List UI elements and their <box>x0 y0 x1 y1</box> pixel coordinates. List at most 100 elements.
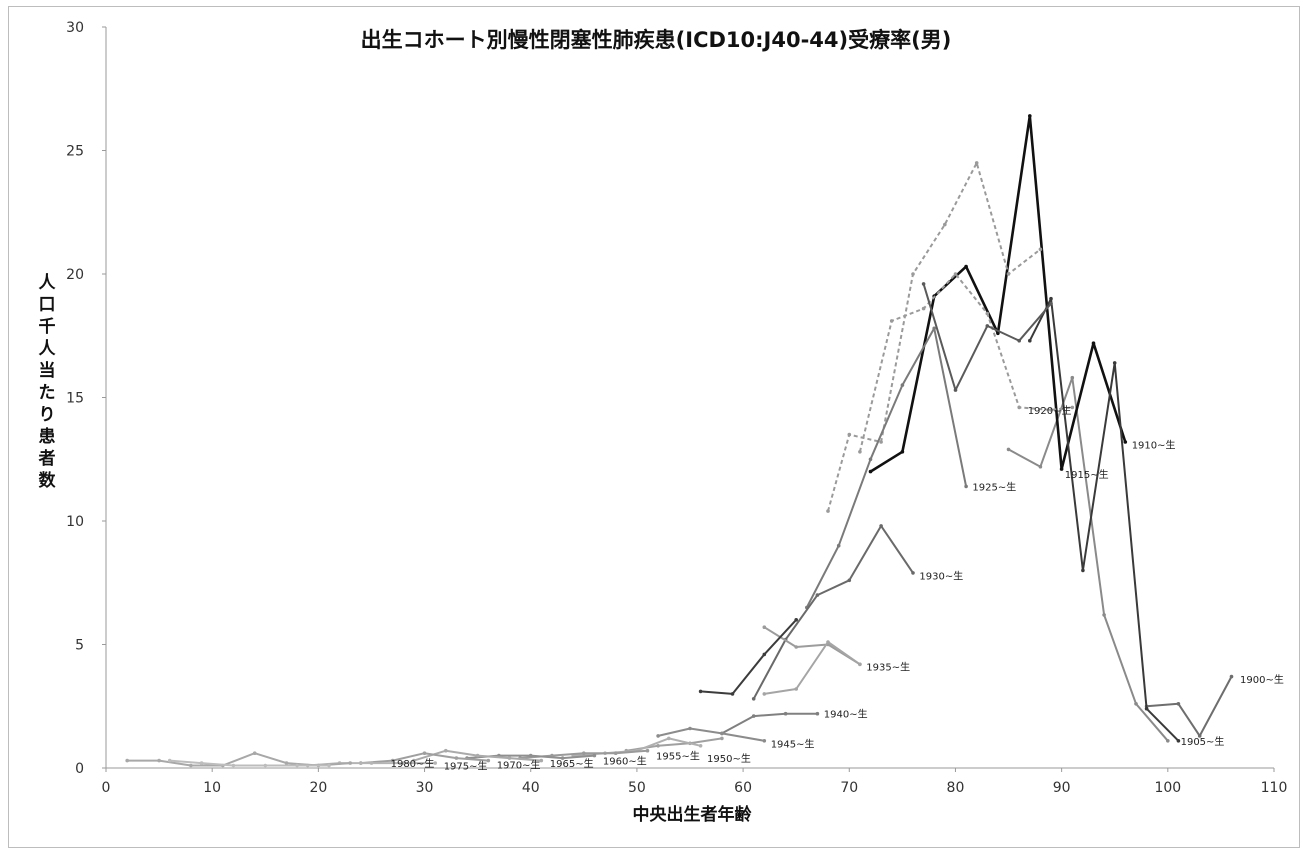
y-tick-label: 25 <box>66 144 84 160</box>
series-line <box>169 759 329 767</box>
data-point <box>868 469 873 474</box>
x-tick-label: 20 <box>309 780 327 796</box>
data-point <box>815 711 820 716</box>
data-point <box>1176 702 1181 706</box>
series-label: 1965~生 <box>550 757 594 770</box>
data-point <box>953 388 958 392</box>
data-point <box>879 440 883 444</box>
series-layer <box>125 114 1234 768</box>
data-point <box>1123 440 1128 444</box>
data-point <box>1102 613 1106 617</box>
data-point <box>348 761 353 765</box>
data-point <box>868 457 873 462</box>
series-1940-b- <box>698 618 798 696</box>
data-point <box>858 662 862 667</box>
series-label: 1980~生 <box>391 757 435 770</box>
data-point <box>1028 114 1032 118</box>
data-point <box>783 711 788 716</box>
series-1905- <box>1006 375 1170 743</box>
data-point <box>1017 405 1021 410</box>
x-tick-label: 100 <box>1154 780 1181 796</box>
series-1910- <box>868 114 1128 474</box>
x-tick-label: 50 <box>628 780 646 796</box>
data-point <box>1059 467 1064 471</box>
data-point <box>762 692 767 696</box>
data-point <box>698 689 703 694</box>
data-point <box>433 761 438 765</box>
series-1925-b- <box>921 282 1053 392</box>
series-line <box>721 712 818 735</box>
data-point <box>879 524 883 528</box>
data-point <box>932 326 936 331</box>
series-label: 1945~生 <box>771 737 815 750</box>
data-point <box>475 753 480 758</box>
data-point <box>985 324 990 328</box>
series-label: 1935~生 <box>866 661 910 674</box>
data-point <box>751 697 756 701</box>
series-line <box>858 273 1073 453</box>
data-point <box>889 319 894 323</box>
data-point <box>284 761 289 765</box>
x-tick-label: 40 <box>522 780 540 796</box>
series-1990- <box>167 758 331 768</box>
x-tick-label: 60 <box>734 780 752 796</box>
data-point <box>252 751 257 755</box>
data-point <box>826 640 830 644</box>
x-tick-label: 0 <box>102 780 111 796</box>
y-tick-label: 15 <box>66 391 84 407</box>
x-tick-label: 90 <box>1053 780 1071 796</box>
x-tick-label: 110 <box>1261 780 1288 796</box>
data-point <box>656 734 660 738</box>
series-1935-b- <box>762 640 862 696</box>
data-point <box>964 484 968 489</box>
data-point <box>667 736 671 741</box>
series-line <box>657 727 765 742</box>
series-1920-b- <box>826 161 1043 513</box>
data-point <box>698 744 703 748</box>
data-point <box>199 761 204 765</box>
x-axis-label: 中央出生者年齢 <box>633 804 753 825</box>
series-labels: 1900~生 1905~生 1910~生 1915~生 1920~生 1925~生 1930… <box>391 404 1284 773</box>
data-point <box>953 272 958 276</box>
data-point <box>911 571 915 575</box>
series-label: 1950~生 <box>707 752 751 765</box>
x-tick-label: 10 <box>203 780 221 796</box>
series-label: 1940~生 <box>824 708 868 721</box>
data-point <box>486 758 491 763</box>
data-point <box>327 763 331 768</box>
data-point <box>847 432 852 437</box>
data-point <box>720 731 724 736</box>
data-point <box>751 714 756 718</box>
data-point <box>921 282 926 286</box>
series-1915- <box>1028 296 1181 743</box>
data-point <box>412 758 416 763</box>
data-point <box>921 306 926 311</box>
data-point <box>507 756 512 760</box>
data-point <box>900 383 905 387</box>
series-label: 1900~生 <box>1240 673 1284 686</box>
data-point <box>539 758 544 763</box>
data-point <box>762 652 767 657</box>
series-label: 1915~生 <box>1065 468 1109 481</box>
data-point <box>1049 301 1053 306</box>
x-tick-label: 70 <box>840 780 858 796</box>
data-point <box>582 751 586 755</box>
data-point <box>762 625 767 629</box>
data-point <box>836 543 841 548</box>
data-point <box>1176 739 1181 743</box>
data-point <box>964 264 968 269</box>
chart-title: 出生コホート別慢性閉塞性肺疾患(ICD10:J40-44)受療率(男) <box>361 28 952 52</box>
data-point <box>422 751 427 755</box>
x-tick-label: 80 <box>947 780 965 796</box>
series-line <box>764 641 861 695</box>
series-label: 1970~生 <box>497 758 541 771</box>
y-tick-label: 10 <box>66 514 84 530</box>
data-point <box>996 331 1000 336</box>
data-point <box>688 726 692 731</box>
data-point <box>295 763 299 768</box>
x-tick-label: 30 <box>416 780 434 796</box>
series-label: 1960~生 <box>603 755 647 768</box>
data-point <box>1070 405 1075 410</box>
data-point <box>826 509 830 513</box>
